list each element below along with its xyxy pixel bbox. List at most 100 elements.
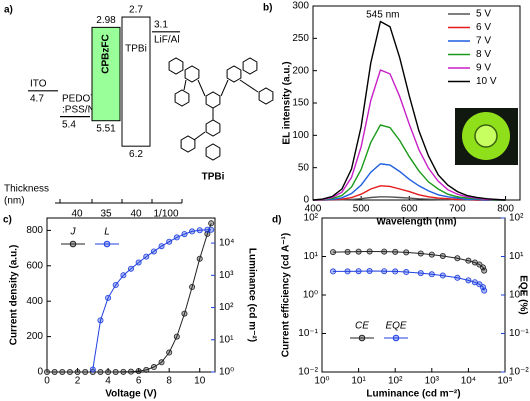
molecule-bond bbox=[193, 131, 206, 141]
data-point bbox=[82, 368, 89, 375]
y2-tick-label: 10⁰ bbox=[509, 290, 524, 301]
photo-pad bbox=[474, 124, 498, 148]
layer-box bbox=[121, 16, 151, 147]
y2-tick-label: 10⁻² bbox=[509, 367, 529, 378]
data-point bbox=[59, 368, 66, 375]
layer-name: LiF/Al bbox=[154, 34, 180, 45]
y-tick-label: 200 bbox=[26, 331, 43, 342]
x-axis-label: Voltage (V) bbox=[105, 389, 156, 400]
data-point bbox=[481, 287, 488, 294]
y-axis-label: Current density (a.u.) bbox=[9, 245, 20, 346]
data-point bbox=[97, 317, 104, 324]
homo-value: 5.51 bbox=[96, 123, 116, 134]
series-line bbox=[333, 270, 485, 291]
y-tick-label: 10⁻¹ bbox=[298, 328, 318, 339]
y-tick-label: 0 bbox=[303, 195, 309, 206]
molecule-bond bbox=[183, 79, 187, 91]
data-point bbox=[150, 364, 157, 371]
series-line bbox=[312, 20, 506, 201]
thickness-value: 40 bbox=[130, 209, 142, 220]
molecule-ring bbox=[174, 89, 190, 107]
x-tick-label: 800 bbox=[497, 204, 514, 215]
layer-box bbox=[91, 26, 121, 122]
molecule-ring bbox=[168, 57, 184, 75]
data-point bbox=[135, 259, 142, 266]
legend-marker bbox=[358, 334, 366, 342]
level-value: 5.4 bbox=[62, 119, 76, 130]
y-tick-label: 600 bbox=[26, 260, 43, 271]
data-point bbox=[143, 366, 150, 373]
data-point bbox=[158, 243, 165, 250]
molecule-ring bbox=[226, 65, 242, 83]
data-point bbox=[112, 282, 119, 289]
data-point bbox=[150, 248, 157, 255]
data-point bbox=[481, 267, 488, 274]
legend-label: 8 V bbox=[476, 49, 491, 60]
y2-tick-label: 10⁰ bbox=[219, 367, 234, 378]
data-point bbox=[120, 368, 127, 375]
legend-label: 7 V bbox=[476, 36, 491, 47]
data-point bbox=[166, 349, 173, 356]
data-point bbox=[112, 368, 119, 375]
y2-tick-label: 10⁻¹ bbox=[509, 328, 529, 339]
y-tick-label: 10¹ bbox=[304, 251, 319, 262]
layer-name: CPBzFC bbox=[101, 34, 112, 73]
y2-axis-label: EQE (%) bbox=[517, 275, 528, 314]
y-tick-label: 400 bbox=[26, 296, 43, 307]
data-point bbox=[127, 368, 134, 375]
homo-value: 6.2 bbox=[129, 149, 143, 160]
data-point bbox=[417, 250, 424, 257]
x-tick-label: 2 bbox=[75, 376, 81, 387]
y-tick-label: 10⁰ bbox=[303, 290, 318, 301]
layer-name: PEDOT bbox=[62, 93, 96, 104]
y2-tick-label: 10² bbox=[509, 213, 524, 224]
thickness-label: Thickness bbox=[4, 184, 49, 195]
data-point bbox=[189, 284, 196, 291]
molecule-ring bbox=[258, 87, 274, 105]
data-point bbox=[439, 272, 446, 279]
legend-marker bbox=[69, 240, 77, 248]
data-point bbox=[366, 268, 373, 275]
molecule-bond bbox=[239, 79, 259, 93]
y-tick-label: 10² bbox=[304, 213, 319, 224]
data-point bbox=[465, 277, 472, 284]
data-point bbox=[173, 333, 180, 340]
legend-label: 6 V bbox=[476, 22, 491, 33]
molecule-bond bbox=[197, 79, 206, 97]
data-point bbox=[403, 249, 410, 256]
data-point bbox=[403, 269, 410, 276]
data-point bbox=[105, 368, 112, 375]
thickness-value: 40 bbox=[71, 209, 83, 220]
device-photo bbox=[455, 108, 518, 165]
data-point bbox=[66, 368, 73, 375]
data-point bbox=[366, 248, 373, 255]
y-axis-label: Current efficiency (cd A⁻¹) bbox=[281, 233, 292, 357]
legend-label: 10 V bbox=[476, 76, 497, 87]
data-point bbox=[330, 268, 337, 275]
x-tick-label: 10⁰ bbox=[314, 376, 329, 387]
thickness-value: 1/100 bbox=[153, 209, 178, 220]
molecule-ring bbox=[205, 91, 221, 109]
y2-axis-label: Luminance (cd m⁻²) bbox=[246, 248, 257, 342]
data-point bbox=[465, 257, 472, 264]
y2-tick-label: 10³ bbox=[219, 270, 234, 281]
data-point bbox=[479, 284, 486, 291]
y-tick-label: 50 bbox=[298, 162, 310, 173]
data-point bbox=[344, 248, 351, 255]
data-point bbox=[381, 268, 388, 275]
data-point bbox=[189, 228, 196, 235]
data-point bbox=[105, 294, 112, 301]
data-point bbox=[44, 368, 51, 375]
y-tick-label: 300 bbox=[292, 1, 309, 12]
thickness-label: (nm) bbox=[4, 196, 25, 207]
series-line bbox=[312, 124, 506, 201]
y2-tick-label: 10¹ bbox=[219, 334, 234, 345]
y-tick-label: 800 bbox=[26, 225, 43, 236]
legend-label: 5 V bbox=[476, 9, 491, 20]
x-tick-label: 600 bbox=[401, 204, 418, 215]
series-line bbox=[332, 250, 485, 271]
panel-label: c) bbox=[3, 215, 12, 226]
y-tick-label: 150 bbox=[292, 98, 309, 109]
data-point bbox=[181, 231, 188, 238]
